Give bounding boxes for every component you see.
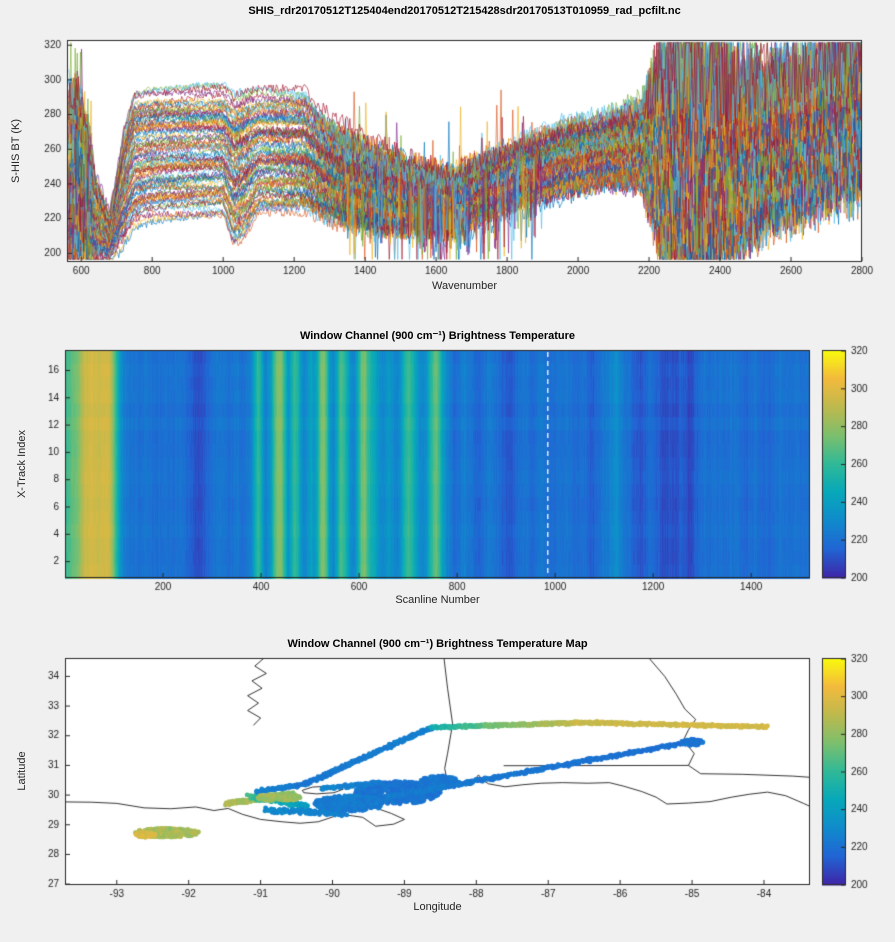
- plot3-xlabel: Longitude: [413, 901, 462, 913]
- plot1-xlabel: Wavenumber: [431, 280, 497, 292]
- plot3-ylabel: Latitude: [16, 751, 28, 791]
- plot1-ylabel: S-HIS BT (K): [10, 119, 22, 183]
- plot2-xlabel: Scanline Number: [395, 594, 480, 606]
- plot2-ylabel: X-Track Index: [16, 429, 28, 499]
- plot2-title: Window Channel (900 cm⁻¹) Brightness Tem…: [299, 330, 576, 342]
- plot1-title: SHIS_rdr20170512T125404end20170512T21542…: [248, 5, 681, 17]
- plot3-title: Window Channel (900 cm⁻¹) Brightness Tem…: [287, 638, 588, 650]
